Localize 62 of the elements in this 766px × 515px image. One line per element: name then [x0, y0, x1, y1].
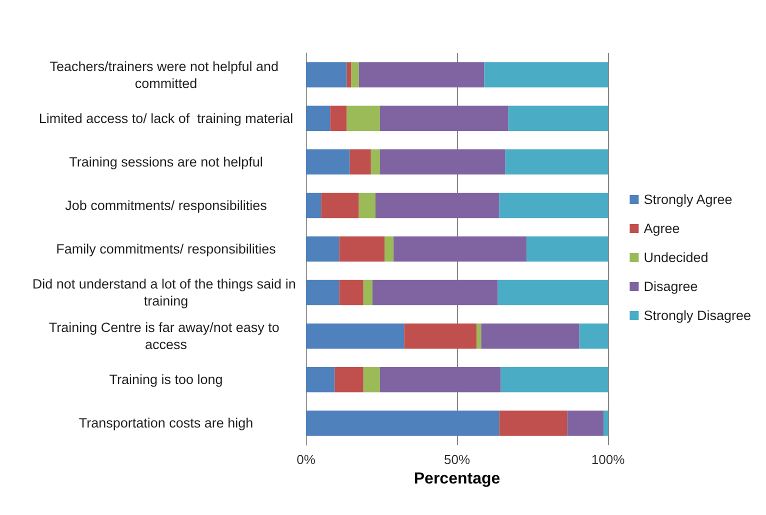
bar [306, 323, 404, 349]
legend-label: Agree [644, 221, 680, 236]
bar [380, 367, 501, 392]
bar [339, 236, 385, 262]
bar [370, 149, 380, 175]
bar [339, 280, 364, 306]
bar [306, 106, 330, 131]
x-axis-title: Percentage [414, 470, 500, 488]
bar [306, 149, 350, 175]
bar [358, 62, 484, 88]
bar [508, 106, 608, 131]
bar [372, 280, 498, 306]
bar [380, 149, 506, 175]
bar [351, 62, 359, 88]
bar [567, 410, 604, 436]
y-tick-label: Training is too long [109, 372, 223, 388]
bar [346, 62, 352, 88]
y-tick-label: Limited access to/ lack of training material [38, 110, 294, 126]
bar [306, 280, 340, 306]
bar [481, 323, 580, 349]
bar [363, 367, 380, 392]
bar [306, 236, 340, 262]
y-tick-label: Family commitments/ responsibilities [56, 242, 276, 256]
bar [306, 62, 347, 88]
y-tick-label: Teachers/trainers were not helpful and committed [50, 58, 282, 91]
bar [334, 367, 364, 392]
bar [476, 323, 482, 349]
bar [484, 62, 608, 88]
bar [375, 192, 500, 218]
bar [499, 410, 568, 436]
y-tick-label: Job commitments/ responsibilities [65, 198, 268, 213]
y-tick-label: Training sessions are not helpful [69, 154, 263, 170]
x-tick-label: 100% [591, 452, 626, 467]
bar [579, 323, 608, 349]
y-tick-label: Training Centre is far away/not easy to access [48, 320, 284, 352]
bar [358, 192, 376, 218]
bar [526, 236, 608, 262]
legend-label: Disagree [644, 279, 698, 294]
bar [394, 236, 526, 262]
bar [363, 280, 372, 306]
legend-label: Undecided [644, 250, 708, 265]
bar [306, 367, 335, 392]
y-tick-label: Transportation costs are high [78, 416, 254, 431]
y-tick-label: Did not understand a lot of the things said in training [32, 276, 300, 309]
bar [404, 323, 477, 349]
bar [346, 106, 380, 131]
bar [306, 192, 322, 218]
bar [499, 192, 608, 218]
bar [306, 410, 500, 436]
bar [330, 106, 347, 131]
bar [505, 149, 608, 175]
x-tick-label: 0% [296, 452, 316, 467]
bar [498, 280, 608, 306]
bar [384, 236, 394, 262]
bar [380, 106, 508, 131]
bar [603, 410, 608, 436]
bar [500, 367, 608, 392]
bar [321, 192, 359, 218]
legend-label: Strongly Disagree [644, 308, 752, 323]
x-tick-label: 50% [444, 452, 470, 467]
legend-label: Strongly Agree [644, 192, 732, 207]
bar [350, 149, 371, 175]
